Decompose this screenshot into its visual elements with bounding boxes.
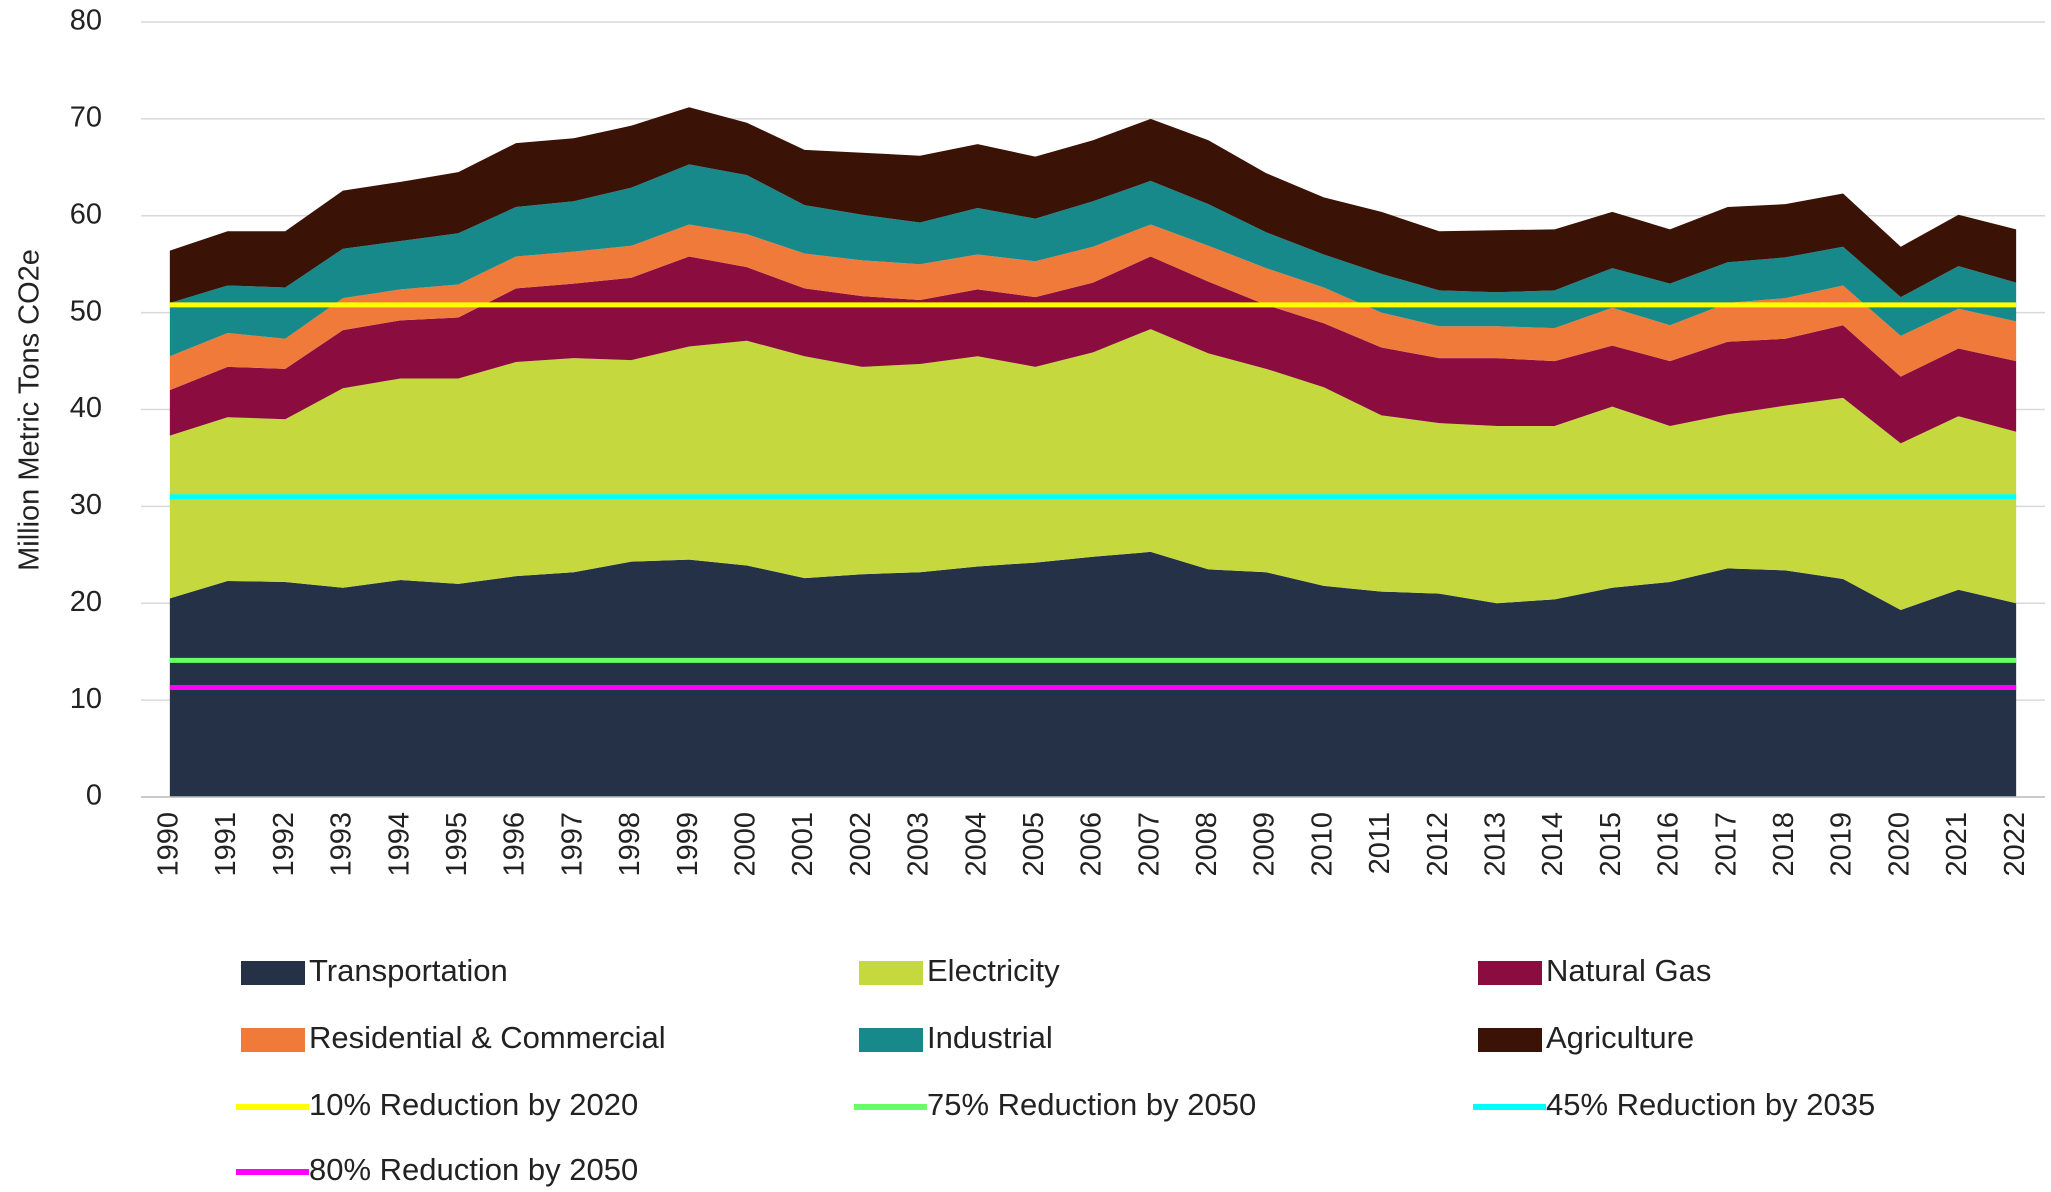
legend-swatch — [859, 1028, 923, 1052]
legend-swatch — [241, 1028, 305, 1052]
x-tick-label: 1995 — [441, 812, 473, 877]
legend-label: 10% Reduction by 2020 — [309, 1087, 638, 1122]
x-tick-label: 2004 — [960, 812, 992, 877]
y-tick-label: 50 — [70, 295, 102, 327]
x-tick-label: 2021 — [1941, 812, 1973, 877]
legend-label: Industrial — [927, 1020, 1053, 1055]
x-tick-label: 1997 — [556, 812, 588, 877]
legend-swatch — [859, 961, 923, 985]
x-tick-label: 2012 — [1422, 812, 1454, 877]
area — [169, 107, 2017, 303]
x-tick-label: 2018 — [1768, 812, 1800, 877]
legend-swatch — [241, 961, 305, 985]
legend-label: Electricity — [927, 953, 1060, 988]
x-tick-label: 2017 — [1710, 812, 1742, 877]
x-tick-label: 2022 — [1999, 812, 2031, 877]
legend-label: 80% Reduction by 2050 — [309, 1152, 638, 1187]
area — [169, 329, 2017, 611]
y-tick-label: 70 — [70, 102, 102, 134]
x-tick-label: 2016 — [1653, 812, 1685, 877]
x-tick-label: 2013 — [1480, 812, 1512, 877]
legend-label: Residential & Commercial — [309, 1020, 666, 1055]
legend-swatch — [1478, 961, 1542, 985]
x-tick-label: 2007 — [1133, 812, 1165, 877]
y-axis-title: Million Metric Tons CO2e — [14, 249, 46, 571]
x-tick-label: 2009 — [1249, 812, 1281, 877]
x-tick-label: 1998 — [614, 812, 646, 877]
area — [169, 224, 2017, 391]
x-tick-label: 1992 — [268, 812, 300, 877]
legend-label: Natural Gas — [1546, 953, 1711, 988]
x-tick-label: 2019 — [1826, 812, 1858, 877]
legend-label: 75% Reduction by 2050 — [927, 1087, 1256, 1122]
legend-label: Agriculture — [1546, 1020, 1694, 1055]
x-tick-label: 2003 — [903, 812, 935, 877]
area — [169, 551, 2017, 797]
y-tick-label: 30 — [70, 489, 102, 521]
x-tick-label: 1996 — [499, 812, 531, 877]
x-tick-label: 1990 — [153, 812, 185, 877]
x-tick-label: 1994 — [383, 812, 415, 877]
legend-swatch — [1478, 1028, 1542, 1052]
x-tick-label: 2015 — [1595, 812, 1627, 877]
y-tick-label: 20 — [70, 586, 102, 618]
x-tick-label: 1991 — [210, 812, 242, 877]
x-tick-label: 2005 — [1018, 812, 1050, 877]
legend-label: 45% Reduction by 2035 — [1546, 1087, 1875, 1122]
y-tick-label: 0 — [86, 780, 102, 812]
x-tick-label: 2008 — [1191, 812, 1223, 877]
x-tick-label: 2000 — [729, 812, 761, 877]
x-tick-label: 2020 — [1883, 812, 1915, 877]
x-tick-label: 2014 — [1537, 812, 1569, 877]
area — [169, 164, 2017, 357]
y-tick-label: 80 — [70, 5, 102, 37]
x-tick-label: 1999 — [672, 812, 704, 877]
x-tick-label: 2006 — [1076, 812, 1108, 877]
y-tick-label: 60 — [70, 198, 102, 230]
y-tick-label: 10 — [70, 683, 102, 715]
x-tick-label: 2001 — [787, 812, 819, 877]
y-tick-label: 40 — [70, 392, 102, 424]
x-tick-label: 2011 — [1364, 812, 1396, 874]
x-tick-label: 1993 — [326, 812, 358, 877]
x-tick-label: 2002 — [845, 812, 877, 877]
legend-label: Transportation — [309, 953, 508, 988]
x-tick-label: 2010 — [1306, 812, 1338, 877]
